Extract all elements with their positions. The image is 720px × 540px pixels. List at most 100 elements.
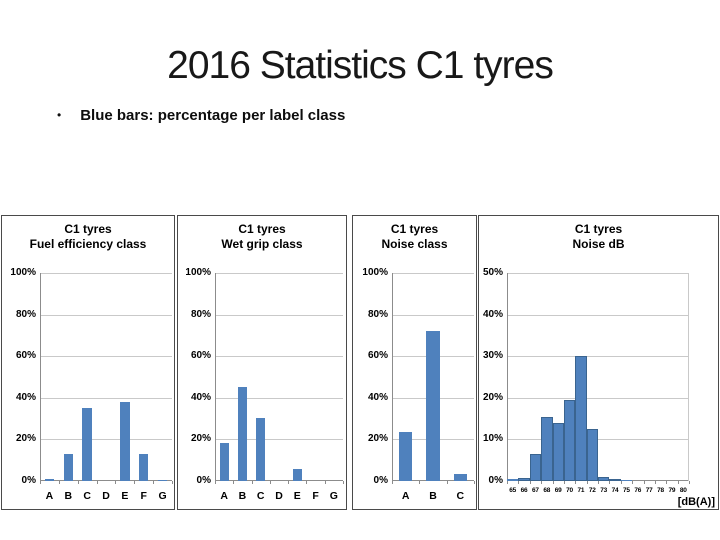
chart-subtitle: Noise dB (572, 237, 625, 251)
gridline (507, 314, 689, 316)
bullet-item: • Blue bars: percentage per label class (57, 106, 345, 125)
x-category-label: 76 (634, 487, 642, 494)
x-tick-mark (666, 481, 668, 484)
y-tick-label: 80% (190, 308, 211, 320)
x-tick-mark (654, 481, 656, 484)
gridline (215, 273, 343, 274)
x-axis-unit-label: [dB(A)] (677, 496, 715, 508)
x-category-label: 65 (509, 487, 517, 494)
slide-title: 2016 Statistics C1 tyres (167, 44, 554, 87)
gridline (215, 397, 343, 399)
bar-G (157, 480, 168, 481)
bar-75 (620, 480, 633, 481)
y-tick-label: 40% (15, 391, 36, 403)
x-category-label: 74 (611, 487, 619, 494)
bar-70 (563, 399, 576, 481)
x-category-label: 68 (543, 487, 551, 494)
x-tick-mark (474, 481, 475, 484)
gridline (392, 314, 474, 316)
gridline (40, 314, 172, 316)
x-tick-mark (689, 481, 690, 484)
y-axis-line (40, 273, 41, 481)
x-category-label: 73 (600, 487, 608, 494)
chart-panel-fuel-efficiency: C1 tyres Fuel efficiency class 0% 20% 40% 6… (1, 215, 175, 510)
x-category-label: A (45, 490, 54, 502)
x-category-label: F (140, 490, 147, 502)
bar-E (292, 468, 302, 481)
x-category-label: D (102, 490, 110, 502)
y-tick-label: 60% (367, 350, 388, 362)
y-tick-label: 100% (185, 267, 211, 278)
bar-74 (609, 478, 621, 481)
bar-A (44, 478, 55, 481)
chart-title-block: C1 tyres Noise dB (479, 222, 718, 252)
gridline (392, 273, 474, 274)
x-category-label: 80 (679, 487, 687, 494)
x-tick-mark (134, 481, 136, 484)
x-tick-mark (233, 481, 235, 484)
bar-E (120, 401, 130, 481)
x-tick-mark (251, 481, 253, 484)
gridline (40, 273, 172, 274)
x-tick-mark (586, 481, 588, 484)
bar-B (237, 387, 247, 481)
x-category-label: C (256, 490, 265, 502)
y-tick-label: 100% (362, 267, 388, 278)
x-category-label: A (401, 490, 410, 502)
chart-title-block: C1 tyres Wet grip class (178, 222, 346, 252)
gridline (215, 314, 343, 316)
y-tick-label: 10% (482, 433, 503, 445)
y-tick-label: 100% (10, 267, 36, 278)
y-tick-label: 0% (21, 475, 36, 486)
x-tick-mark (58, 481, 60, 484)
chart-title: C1 tyres (64, 222, 112, 236)
bar-A (219, 442, 229, 481)
x-axis-line (215, 480, 343, 481)
chart-title: C1 tyres (238, 222, 286, 236)
gridline (507, 273, 689, 274)
x-tick-mark (677, 481, 679, 484)
x-category-label: A (220, 490, 228, 502)
y-tick-label: 20% (190, 433, 211, 445)
bar-A (398, 432, 413, 481)
gridline (507, 439, 689, 441)
x-tick-mark (620, 481, 622, 484)
x-category-label: C (83, 490, 91, 502)
y-tick-label: 20% (15, 433, 36, 445)
y-tick-label: 0% (373, 475, 388, 486)
bar-65 (507, 479, 519, 481)
x-tick-mark (77, 481, 79, 484)
chart-title-block: C1 tyres Fuel efficiency class (2, 222, 174, 252)
x-category-label: C (456, 490, 465, 502)
y-tick-label: 40% (482, 308, 503, 320)
x-tick-mark (575, 481, 577, 484)
x-tick-mark (343, 481, 344, 484)
x-category-label: G (158, 490, 167, 502)
x-category-label: 71 (577, 487, 585, 494)
x-category-label: F (312, 490, 319, 502)
y-tick-label: 50% (482, 267, 503, 278)
y-axis-line (215, 273, 216, 481)
bar-72 (586, 429, 598, 481)
y-tick-label: 20% (482, 391, 503, 403)
bar-68 (541, 416, 553, 481)
chart-title: C1 tyres (390, 222, 439, 236)
y-axis-line (392, 273, 393, 481)
y-tick-label: 40% (367, 391, 388, 403)
x-category-label: 69 (554, 487, 562, 494)
chart-subtitle: Wet grip class (221, 237, 303, 251)
gridline (40, 356, 172, 358)
bar-69 (552, 422, 564, 481)
x-axis-line (40, 480, 172, 481)
x-tick-mark (563, 481, 565, 484)
x-category-label: B (64, 490, 73, 502)
y-tick-label: 0% (488, 475, 503, 486)
y-tick-label: 0% (196, 475, 211, 486)
y-tick-label: 60% (15, 350, 36, 362)
plot-area-fuel-efficiency (40, 273, 173, 484)
chart-panel-noise-class: C1 tyres Noise class 0% 20% 40% 60% 80% 100% A… (352, 215, 477, 510)
bar-71 (575, 356, 587, 481)
x-tick-mark (324, 481, 326, 484)
x-tick-mark (40, 481, 41, 484)
y-tick-label: 40% (190, 391, 211, 403)
